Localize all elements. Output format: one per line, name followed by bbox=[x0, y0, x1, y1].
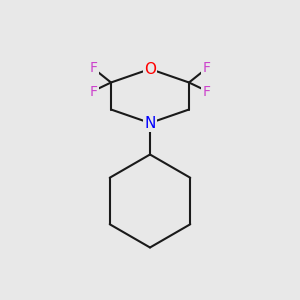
Text: F: F bbox=[202, 61, 210, 75]
Text: N: N bbox=[144, 116, 156, 130]
Text: F: F bbox=[90, 85, 98, 98]
Text: O: O bbox=[144, 61, 156, 76]
Text: F: F bbox=[202, 85, 210, 98]
Text: F: F bbox=[90, 61, 98, 75]
